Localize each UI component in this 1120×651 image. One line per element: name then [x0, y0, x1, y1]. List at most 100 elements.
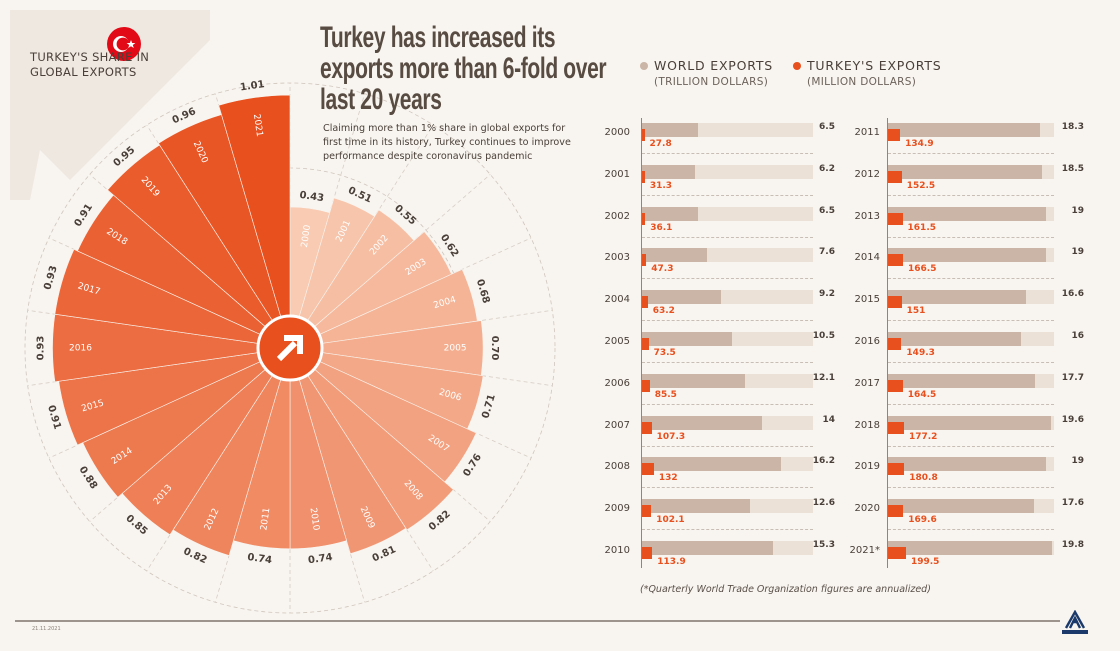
turkey-export-bar: [642, 170, 645, 183]
legend-world-unit: (TRILLION DOLLARS): [654, 76, 769, 88]
world-export-value: 10.5: [812, 331, 835, 341]
world-export-value: 18.3: [1061, 122, 1084, 132]
legend-world-dot: [640, 62, 648, 70]
world-export-bar: [888, 499, 1035, 514]
world-export-value: 6.2: [819, 163, 835, 174]
turkey-export-value: 166.5: [907, 264, 937, 275]
row-separator: [888, 153, 1054, 154]
axis-line: [887, 118, 888, 568]
turkey-export-bar: [642, 338, 649, 350]
row-separator: [888, 487, 1054, 489]
row-separator: [642, 194, 813, 196]
row-separator: [642, 487, 813, 489]
world-export-bar: [888, 248, 1046, 263]
year-label: 2004: [604, 294, 630, 306]
world-export-value: 12.6: [812, 498, 835, 509]
world-export-bar: [888, 164, 1042, 179]
world-export-bar: [888, 206, 1046, 221]
year-label: 2020: [854, 503, 880, 515]
world-export-bar: [642, 415, 762, 430]
row-separator: [888, 529, 1054, 531]
world-export-bar: [888, 373, 1035, 388]
date: 21.11.2021: [32, 626, 61, 632]
wedge-year-label: 2005: [444, 344, 467, 354]
axis-line: [641, 118, 642, 568]
turkey-export-bar: [888, 505, 904, 518]
world-export-value: 6.5: [819, 205, 835, 216]
wedge-value-label: 0.82: [181, 546, 208, 566]
wedge-value-label: 0.81: [371, 544, 398, 564]
year-label: 2005: [604, 336, 630, 347]
row-separator: [888, 278, 1054, 280]
turkey-export-value: 63.2: [652, 306, 675, 317]
world-export-bar: [888, 457, 1046, 472]
world-export-value: 19: [1071, 247, 1084, 258]
year-label: 2014: [854, 252, 880, 264]
year-label: 2013: [854, 210, 880, 222]
world-export-bar: [642, 457, 781, 472]
row-separator: [888, 403, 1054, 405]
row-separator: [888, 362, 1054, 363]
world-export-value: 7.6: [819, 247, 835, 258]
world-export-value: 6.5: [819, 122, 835, 132]
row-separator: [642, 236, 813, 238]
anadolu-agency-logo: [1062, 610, 1088, 634]
wedge-value-label: 1.01: [239, 79, 265, 93]
year-label: 2009: [604, 503, 630, 515]
turkey-export-bar: [888, 338, 902, 350]
row-separator: [888, 445, 1054, 447]
world-export-bar: [642, 123, 698, 137]
world-export-bar: [642, 373, 746, 388]
turkey-export-value: 199.5: [910, 557, 940, 567]
turkey-export-bar: [642, 296, 648, 309]
turkey-export-bar: [642, 254, 647, 267]
world-export-bar: [642, 206, 698, 221]
world-export-bar: [642, 332, 732, 346]
turkey-export-bar: [888, 296, 902, 309]
world-export-value: 18.5: [1061, 163, 1084, 174]
wedge-year-label: 2010: [308, 507, 321, 531]
turkey-export-bar: [642, 463, 654, 476]
turkey-export-value: 36.1: [650, 222, 673, 233]
row-separator: [642, 529, 813, 531]
world-export-bar: [642, 290, 721, 305]
turkey-export-value: 27.8: [649, 139, 672, 149]
footer-divider: [15, 620, 1060, 622]
turkey-export-value: 47.3: [651, 264, 674, 275]
wedge-2017: [54, 248, 291, 349]
wedge-value-label: 0.74: [247, 552, 273, 566]
year-label: 2012: [854, 168, 880, 180]
turkey-export-bar: [642, 129, 645, 141]
world-export-value: 16.6: [1061, 289, 1084, 300]
year-label: 2016: [854, 336, 880, 347]
year-label: 2017: [854, 377, 880, 389]
year-label: 2011: [854, 127, 880, 138]
world-export-value: 19: [1071, 205, 1084, 216]
world-export-bar: [888, 123, 1040, 137]
world-export-value: 17.7: [1061, 372, 1084, 383]
year-label: 2006: [604, 377, 630, 389]
wedge-value-label: 0.93: [42, 264, 60, 291]
wedge-value-label: 0.93: [36, 336, 47, 361]
turkey-export-value: 132: [658, 473, 678, 484]
turkey-export-value: 85.5: [654, 389, 677, 400]
wedge-year-label: 2016: [69, 344, 92, 354]
wedge-value-label: 0.71: [480, 393, 498, 420]
turkey-export-bar: [888, 129, 901, 141]
turkey-export-bar: [642, 547, 653, 559]
wedge-value-label: 0.43: [299, 190, 325, 204]
row-separator: [642, 320, 813, 322]
row-separator: [642, 153, 813, 154]
world-export-bar: [642, 164, 695, 179]
world-export-value: 16.2: [812, 456, 835, 467]
turkey-export-value: 107.3: [656, 431, 686, 442]
year-label: 2010: [604, 545, 630, 556]
turkey-export-value: 164.5: [907, 389, 937, 400]
turkey-export-bar: [888, 547, 906, 559]
world-export-value: 19.8: [1061, 540, 1084, 550]
wedge-2008: [289, 347, 454, 531]
year-label: 2015: [854, 294, 880, 306]
wedge-value-label: 0.76: [461, 452, 484, 479]
